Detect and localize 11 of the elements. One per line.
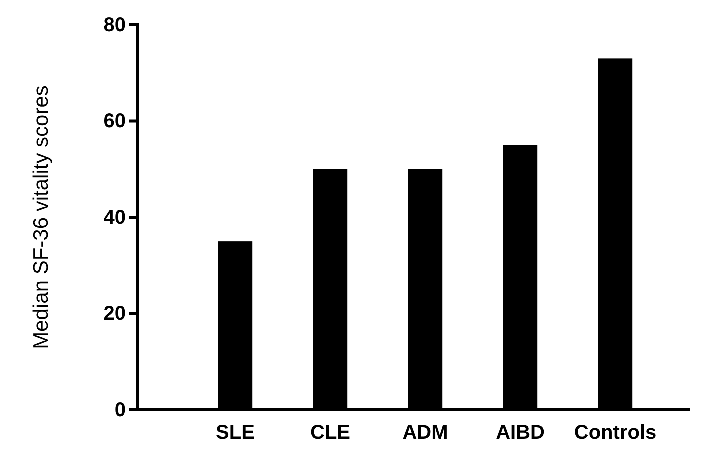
- y-tick-label: 40: [104, 206, 126, 229]
- y-tick-label: 0: [114, 399, 126, 422]
- y-axis-title: Median SF-36 vitality scores: [30, 86, 53, 350]
- y-tick-label: 20: [104, 303, 126, 326]
- x-tick-label: ADM: [402, 422, 448, 444]
- x-tick-label: Controls: [574, 422, 657, 444]
- x-tick-label: AIBD: [496, 422, 545, 444]
- y-tick-label: 80: [104, 14, 126, 36]
- y-tick-label: 60: [104, 110, 126, 133]
- x-tick-label: CLE: [310, 422, 350, 444]
- x-tick-label: SLE: [216, 422, 255, 444]
